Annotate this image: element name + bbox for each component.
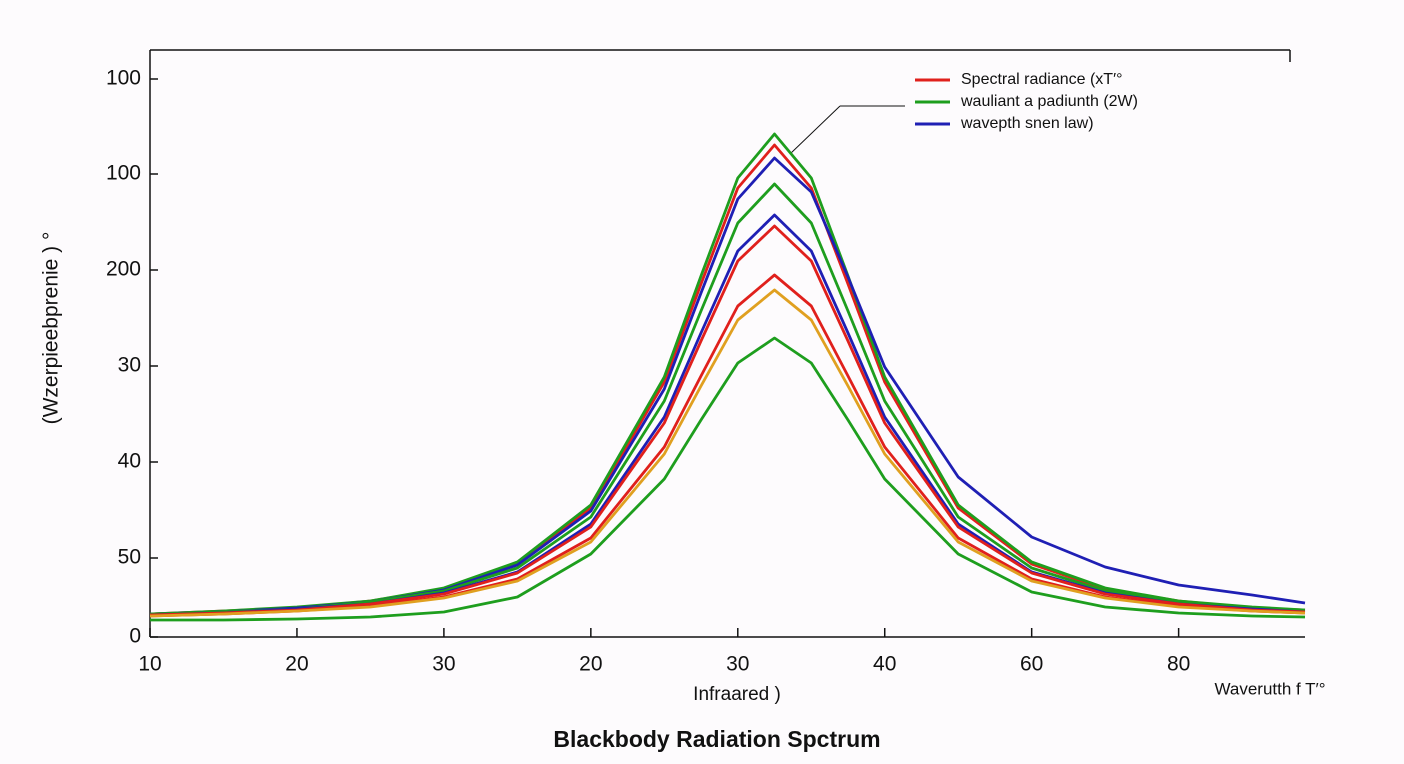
x-tick-label: 20 <box>579 653 602 676</box>
y-axis-label: (Wzerpieebprenie ) ° <box>40 232 63 425</box>
x-tick-label: 40 <box>873 653 896 676</box>
legend-label: wauliant a padiunth (2W) <box>960 93 1138 110</box>
legend-label: Spectral radiance (xT′° <box>961 71 1122 88</box>
y-tick-label: 50 <box>118 546 141 569</box>
annotation-line <box>789 105 841 155</box>
series-line <box>149 288 1306 618</box>
series-line <box>150 336 1306 622</box>
x-tick-label: 20 <box>285 653 308 676</box>
x-tick-label: 60 <box>1020 653 1043 676</box>
x-tick-label: 30 <box>432 653 455 676</box>
series-line <box>149 182 1306 616</box>
y-tick-label: 100 <box>106 162 141 185</box>
legend-label: wavepth snen law) <box>960 115 1094 132</box>
y-tick-label: 100 <box>106 67 141 90</box>
y-tick-label: 30 <box>118 354 141 377</box>
series-line <box>149 224 1306 617</box>
x-tick-label: 10 <box>138 653 161 676</box>
x-axis-note: Waverutth f T′° <box>1214 679 1325 698</box>
x-axis-label: Infraared ) <box>693 684 781 705</box>
y-tick-label: 40 <box>118 450 141 473</box>
x-tick-label: 30 <box>726 653 749 676</box>
x-tick-label: 80 <box>1167 653 1190 676</box>
chart-title: Blackbody Radiation Spctrum <box>553 726 880 752</box>
y-tick-label: 200 <box>106 258 141 281</box>
y-tick-label: 0 <box>129 625 141 648</box>
